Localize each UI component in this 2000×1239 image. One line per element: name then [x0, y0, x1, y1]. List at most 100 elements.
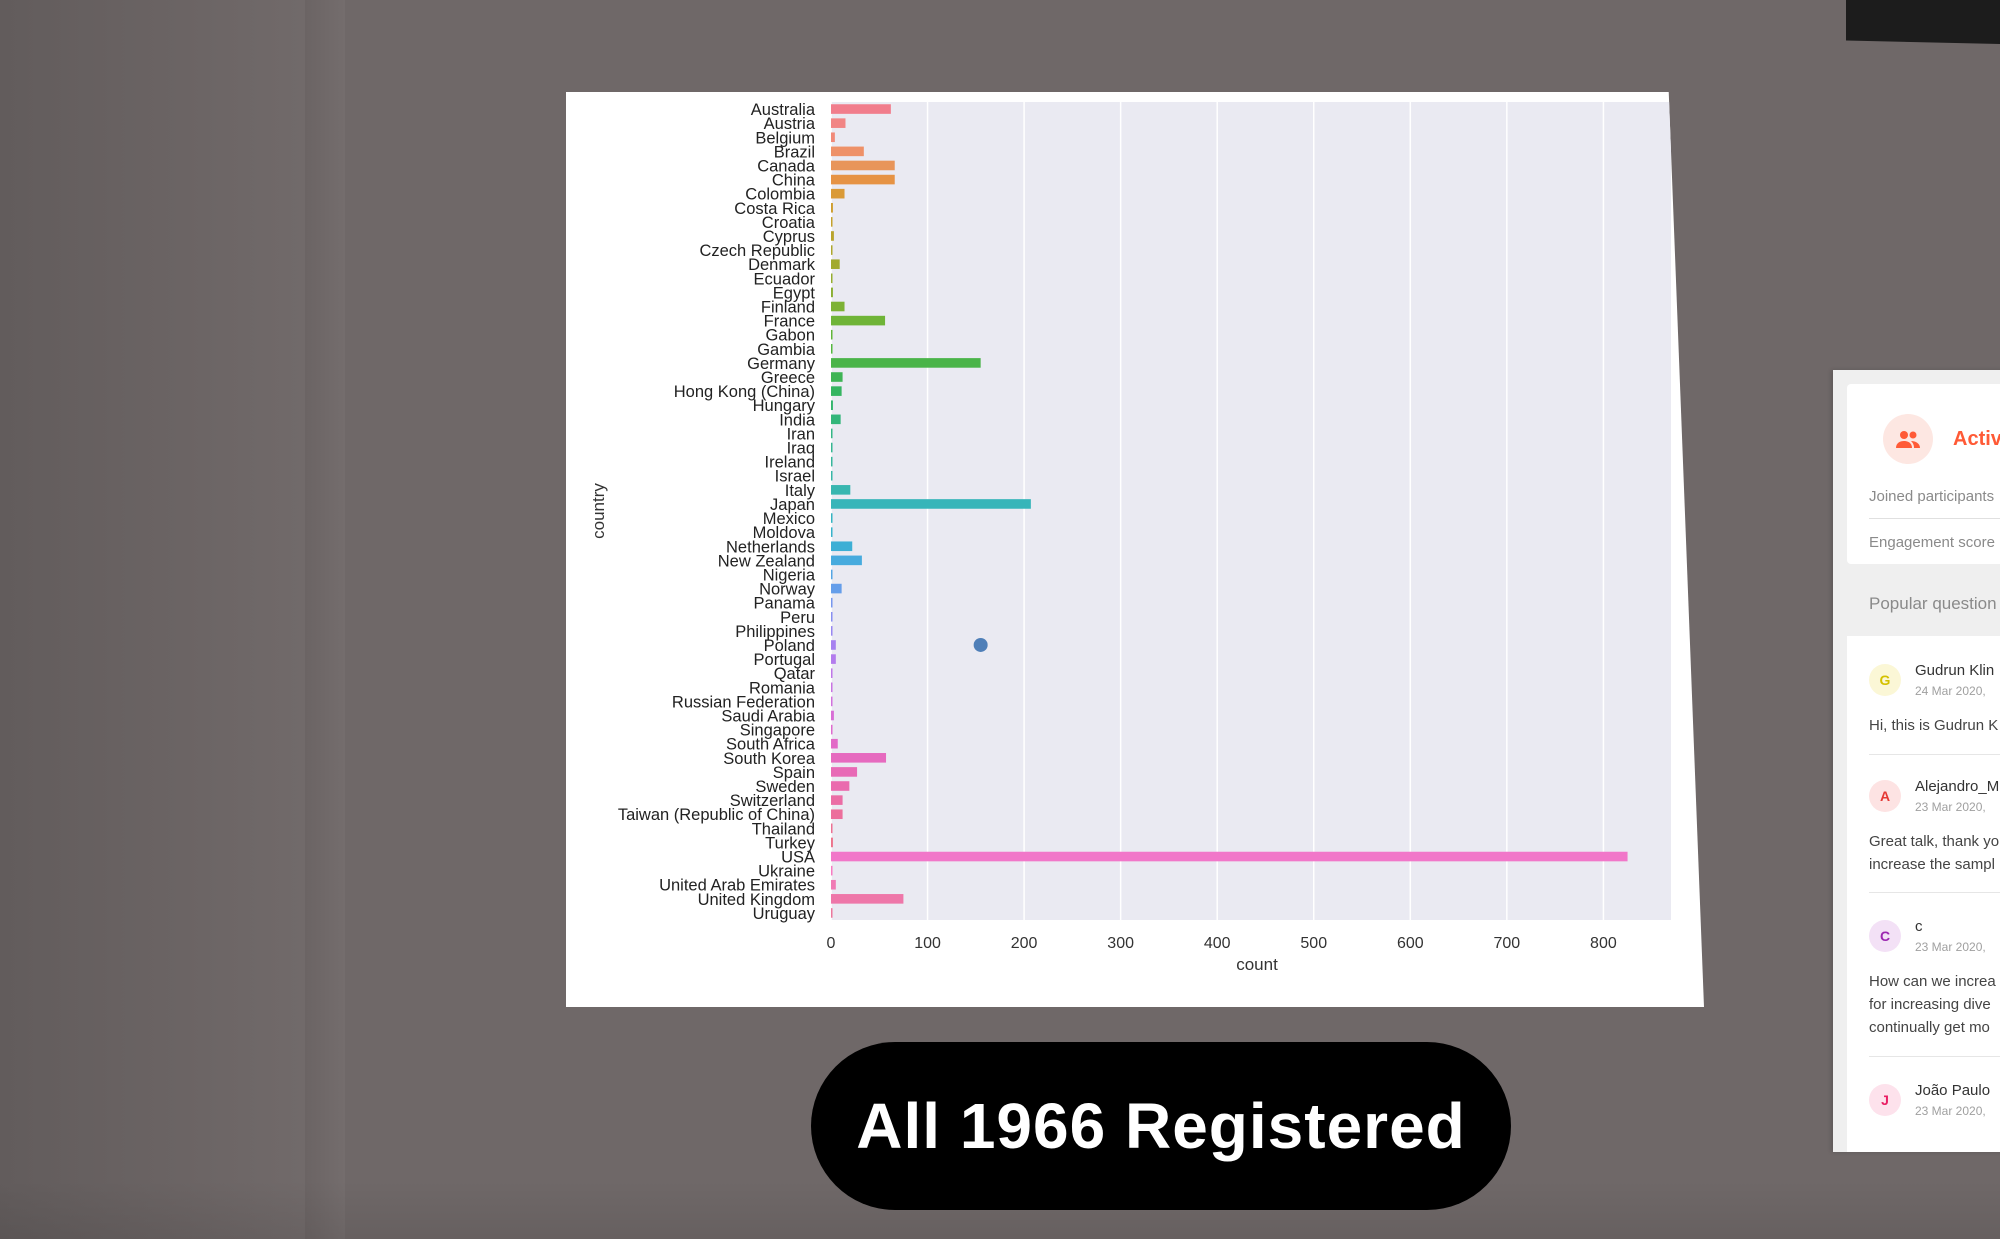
y-tick-label: Netherlands — [726, 538, 815, 556]
y-tick-label: Uruguay — [753, 905, 816, 923]
bar — [831, 809, 843, 820]
x-tick-label: 500 — [1300, 935, 1327, 952]
bar — [831, 174, 895, 185]
bar — [831, 527, 833, 537]
y-tick-label: Belgium — [755, 129, 815, 147]
dark-panel-corner — [1846, 0, 2000, 44]
y-tick-label: Brazil — [774, 143, 815, 161]
bar-chart-svg: 0 100 200 300 400 500 600 700 800 AustraliaAustri… — [589, 101, 1671, 974]
bar — [831, 104, 891, 114]
y-tick-label: Finland — [761, 299, 815, 317]
divider — [1869, 892, 2000, 893]
bar — [831, 217, 833, 227]
bar — [831, 724, 833, 735]
questions-list: G Gudrun Klin 24 Mar 2020, Hi, this is G… — [1847, 636, 2000, 1152]
bar — [831, 245, 833, 255]
y-tick-label: Ireland — [765, 454, 815, 472]
y-tick-label: New Zealand — [718, 552, 815, 570]
y-tick-label: South Africa — [726, 736, 816, 754]
bar — [831, 569, 833, 580]
y-tick-label: China — [772, 172, 816, 190]
y-tick-label: Moldova — [753, 524, 816, 542]
question-text: continually get mo — [1869, 1019, 1990, 1036]
bar — [831, 202, 833, 213]
y-tick-label: Costa Rica — [734, 200, 816, 218]
avatar: A — [1869, 780, 1901, 812]
bar — [831, 188, 845, 199]
y-tick-label: Thailand — [752, 820, 815, 838]
registered-banner: All 1966 Registered — [811, 1042, 1511, 1210]
bar — [831, 358, 981, 368]
y-tick-label: United Kingdom — [698, 891, 815, 909]
question-text: increase the sampl — [1869, 856, 1995, 873]
bar — [831, 372, 843, 382]
joined-participants-label: Joined participants — [1869, 488, 1995, 505]
bar — [831, 259, 840, 269]
x-tick-label: 300 — [1107, 935, 1134, 952]
x-tick-label: 200 — [1011, 935, 1038, 952]
bar — [831, 682, 833, 693]
country-count-chart: 0 100 200 300 400 500 600 700 800 Australia Austri… — [566, 92, 1704, 1007]
bar — [831, 795, 843, 805]
bar — [831, 908, 833, 918]
question-date: 23 Mar 2020, — [1915, 940, 1986, 954]
question-text: for increasing dive — [1869, 996, 1991, 1013]
y-tick-label: France — [764, 313, 815, 331]
bar — [831, 879, 836, 890]
divider — [1869, 1056, 2000, 1057]
question-date: 23 Mar 2020, — [1915, 1104, 1986, 1118]
y-tick-label: USA — [781, 849, 815, 867]
y-tick-label: Croatia — [762, 214, 816, 232]
avatar: G — [1869, 664, 1901, 696]
people-icon — [1883, 414, 1933, 464]
bar — [831, 865, 833, 876]
y-tick-label: Israel — [775, 468, 815, 486]
y-tick-label: Switzerland — [730, 792, 815, 810]
active-participants-card: Active Joined participants Engagement sc… — [1847, 384, 2000, 564]
x-tick-label: 600 — [1397, 935, 1424, 952]
y-tick-label: Australia — [751, 101, 816, 119]
bar — [831, 146, 864, 157]
bar — [831, 541, 853, 552]
y-tick-label: Iraq — [787, 440, 815, 458]
y-tick-label: Nigeria — [763, 566, 816, 584]
x-tick-label: 400 — [1204, 935, 1231, 952]
y-tick-label: Hong Kong (China) — [674, 383, 815, 401]
bar — [831, 456, 833, 467]
y-tick-label: Gambia — [757, 341, 816, 359]
y-tick-label: Qatar — [774, 665, 816, 683]
bar — [831, 400, 833, 411]
y-tick-label: Ukraine — [758, 863, 815, 881]
y-tick-label: South Korea — [723, 750, 816, 768]
bar — [831, 597, 833, 608]
x-tick-label: 800 — [1590, 935, 1617, 952]
bar — [831, 329, 833, 340]
side-panel: Active Joined participants Engagement sc… — [1833, 370, 2000, 1152]
bar — [831, 738, 838, 749]
divider — [1869, 518, 2000, 519]
y-tick-label: Romania — [749, 679, 816, 697]
y-tick-label: Poland — [764, 637, 815, 655]
y-tick-label: Denmark — [748, 256, 816, 274]
question-date: 23 Mar 2020, — [1915, 800, 1986, 814]
y-tick-label: Greece — [761, 369, 815, 387]
bar — [831, 583, 842, 594]
y-tick-label: Colombia — [745, 186, 816, 204]
y-tick-label: Panama — [754, 595, 816, 613]
y-tick-label: Philippines — [735, 623, 815, 641]
y-tick-label: Italy — [785, 482, 816, 500]
y-tick-label: Turkey — [765, 834, 816, 852]
bar — [831, 640, 836, 650]
bar — [831, 386, 842, 396]
engagement-score-label: Engagement score — [1869, 534, 1995, 551]
x-tick-label: 700 — [1494, 935, 1521, 952]
bar — [831, 823, 833, 834]
y-tick-label: United Arab Emirates — [659, 877, 815, 895]
active-title: Active — [1953, 428, 2000, 450]
bar — [831, 344, 833, 354]
bar — [831, 132, 835, 143]
y-tick-label: Egypt — [773, 284, 816, 302]
bar — [831, 696, 833, 707]
y-tick-label: Norway — [759, 581, 816, 599]
bar — [831, 499, 1031, 509]
